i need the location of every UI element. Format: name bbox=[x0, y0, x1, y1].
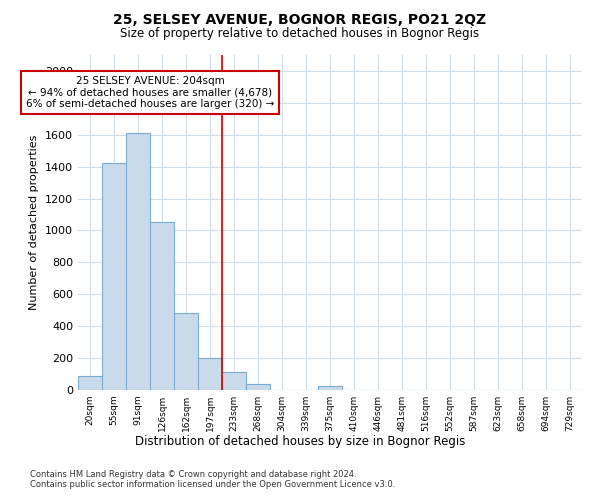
Bar bbox=[78, 376, 102, 390]
Text: Contains public sector information licensed under the Open Government Licence v3: Contains public sector information licen… bbox=[30, 480, 395, 489]
Text: Distribution of detached houses by size in Bognor Regis: Distribution of detached houses by size … bbox=[135, 435, 465, 448]
Bar bbox=[102, 164, 126, 390]
Text: Contains HM Land Registry data © Crown copyright and database right 2024.: Contains HM Land Registry data © Crown c… bbox=[30, 470, 356, 479]
Text: Size of property relative to detached houses in Bognor Regis: Size of property relative to detached ho… bbox=[121, 28, 479, 40]
Bar bbox=[126, 133, 150, 390]
Bar bbox=[222, 372, 246, 390]
Y-axis label: Number of detached properties: Number of detached properties bbox=[29, 135, 40, 310]
Bar bbox=[174, 314, 198, 390]
Bar bbox=[198, 358, 222, 390]
Bar bbox=[150, 222, 174, 390]
Bar bbox=[318, 386, 342, 390]
Bar bbox=[246, 384, 270, 390]
Text: 25 SELSEY AVENUE: 204sqm
← 94% of detached houses are smaller (4,678)
6% of semi: 25 SELSEY AVENUE: 204sqm ← 94% of detach… bbox=[26, 76, 274, 109]
Text: 25, SELSEY AVENUE, BOGNOR REGIS, PO21 2QZ: 25, SELSEY AVENUE, BOGNOR REGIS, PO21 2Q… bbox=[113, 12, 487, 26]
